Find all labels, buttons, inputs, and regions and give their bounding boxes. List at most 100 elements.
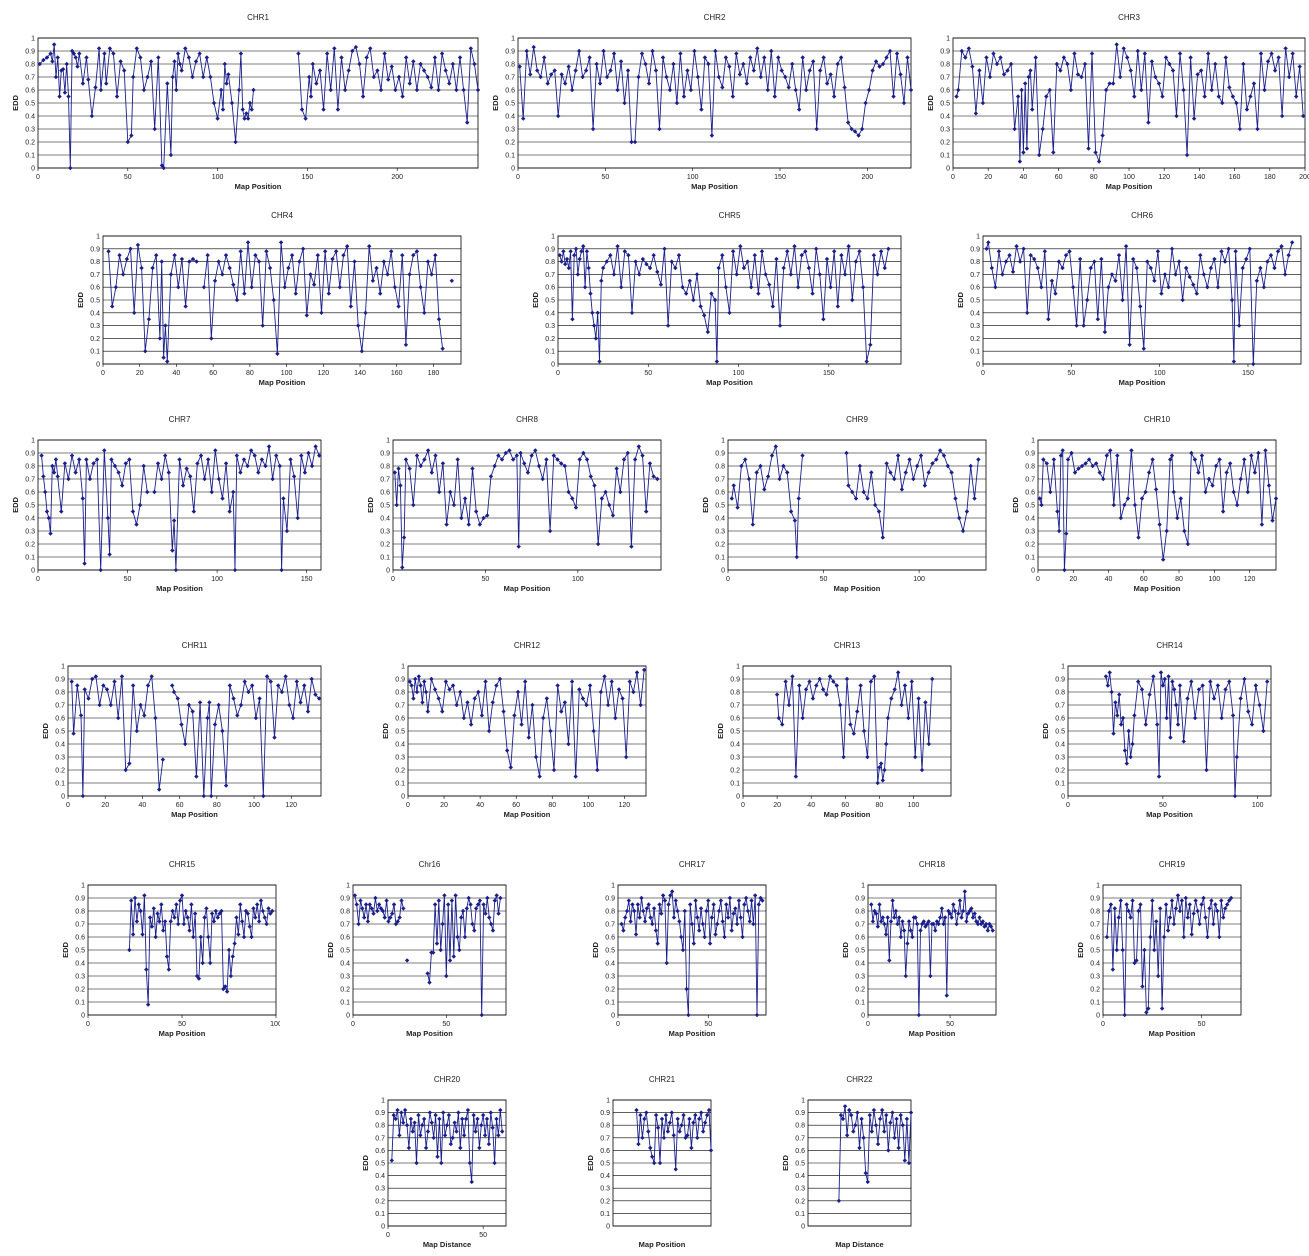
data-point: [436, 696, 441, 701]
data-point: [386, 919, 391, 924]
data-point: [1162, 676, 1167, 682]
data-point: [236, 932, 241, 937]
data-point: [171, 518, 177, 523]
y-tick-label: 0.3: [505, 127, 515, 134]
data-point: [1235, 502, 1240, 508]
data-point: [1198, 253, 1203, 258]
data-point: [1231, 359, 1237, 364]
data-point: [1116, 253, 1122, 258]
data-point: [211, 100, 217, 106]
data-point: [55, 474, 60, 479]
data-point: [783, 74, 788, 80]
y-tick-label: 0.2: [25, 140, 35, 147]
data-point: [1134, 958, 1139, 963]
data-point: [153, 715, 158, 721]
data-point: [342, 87, 348, 93]
x-tick-label: 100: [687, 174, 699, 181]
data-point: [841, 754, 846, 760]
data-point: [134, 46, 139, 51]
data-point: [194, 973, 200, 979]
data-point: [604, 259, 609, 264]
y-tick-label: 0.9: [55, 677, 65, 684]
data-point: [357, 61, 362, 67]
data-point: [1019, 87, 1024, 93]
data-point: [432, 687, 438, 692]
data-point: [754, 1012, 760, 1018]
data-point: [642, 1116, 647, 1122]
y-tick-label: 0: [861, 1013, 865, 1020]
data-point: [98, 87, 104, 93]
data-point: [51, 470, 57, 475]
data-point: [448, 489, 453, 495]
y-tick-label: 1: [1031, 438, 1035, 445]
y-axis-label: EDD: [11, 497, 20, 513]
data-point: [700, 1129, 706, 1134]
data-point: [448, 1141, 454, 1147]
y-tick-label: 0.3: [605, 974, 615, 981]
y-tick-label: 0.6: [380, 490, 390, 497]
data-point: [797, 683, 802, 688]
x-tick-label: 40: [1105, 576, 1113, 583]
y-tick-label: 0.7: [1055, 703, 1065, 710]
data-point: [536, 463, 542, 469]
data-point: [810, 696, 816, 701]
x-tick-label: 100: [211, 576, 223, 583]
data-point: [681, 94, 687, 99]
data-point: [691, 941, 697, 946]
data-point: [1003, 259, 1009, 264]
data-point: [147, 915, 153, 920]
data-point: [1201, 895, 1206, 901]
data-point: [615, 87, 620, 93]
data-point: [730, 249, 736, 254]
y-tick-label: 0.5: [795, 1161, 805, 1168]
data-point: [1219, 715, 1224, 721]
y-axis-label: EDD: [41, 723, 50, 739]
data-point: [890, 898, 895, 903]
chart-title: CHR17: [679, 860, 706, 869]
data-point: [140, 932, 145, 937]
data-point: [559, 259, 564, 264]
data-point: [1039, 502, 1044, 508]
data-point: [832, 249, 837, 254]
x-tick-label: 0: [951, 174, 955, 181]
data-point: [648, 915, 653, 920]
y-tick-label: 0.6: [395, 716, 405, 723]
data-point: [128, 246, 133, 251]
x-axis-label: Map Position: [1106, 182, 1153, 191]
data-point: [361, 915, 367, 920]
data-point: [756, 902, 761, 907]
y-tick-label: 0.6: [75, 935, 85, 942]
data-point: [586, 265, 591, 271]
data-point: [945, 463, 950, 469]
data-point: [310, 61, 315, 67]
x-tick-label: 100: [1252, 802, 1264, 809]
data-point: [465, 1107, 471, 1113]
data-point: [1116, 915, 1121, 920]
data-point: [86, 77, 91, 82]
data-point: [734, 921, 740, 927]
data-point: [1051, 457, 1057, 462]
data-point: [266, 906, 271, 911]
data-point: [930, 461, 935, 466]
y-tick-label: 0.1: [1025, 555, 1035, 562]
data-point: [1138, 902, 1143, 907]
data-point: [1206, 476, 1212, 482]
data-point: [1101, 476, 1106, 482]
data-point: [878, 249, 884, 254]
data-point: [263, 463, 268, 469]
data-point: [702, 934, 707, 940]
data-point: [76, 457, 82, 462]
data-point: [452, 1120, 457, 1125]
data-point: [1132, 960, 1137, 966]
data-point: [973, 111, 979, 116]
data-point: [496, 1133, 501, 1138]
data-point: [951, 902, 956, 907]
data-point: [844, 450, 849, 456]
y-tick-label: 0.6: [970, 285, 980, 292]
data-point: [141, 463, 146, 469]
data-point: [190, 709, 195, 714]
data-point: [1051, 150, 1056, 155]
data-point: [650, 1154, 655, 1159]
